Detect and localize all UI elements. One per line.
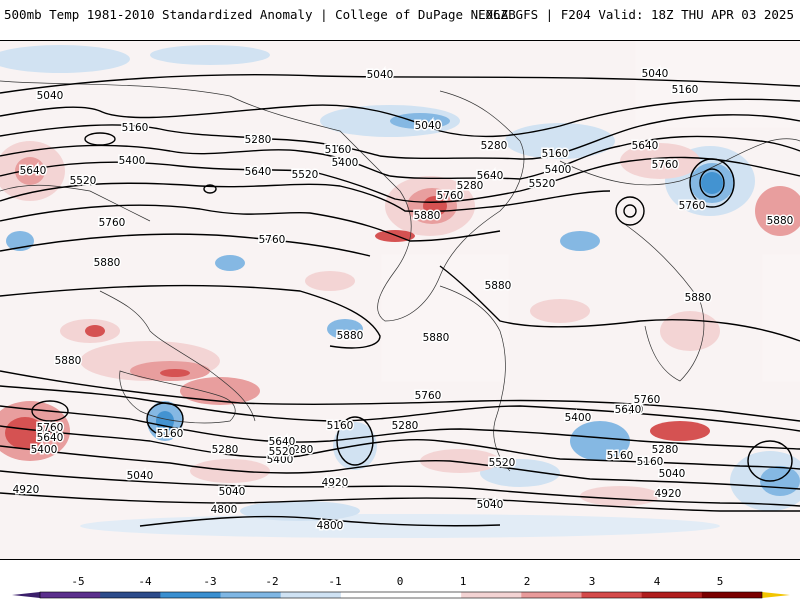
colorbar-tick-label: 1: [460, 575, 467, 588]
contour-label: 4920: [322, 477, 349, 489]
colorbar-segment: [220, 592, 282, 598]
contour-label: 5280: [652, 444, 679, 456]
contour-label: 5880: [337, 330, 364, 342]
contour-label: 5040: [367, 69, 394, 81]
contour-label: 4800: [317, 520, 344, 532]
contour-label: 5760: [259, 234, 286, 246]
colorbar-segment: [521, 592, 582, 598]
contour-label: 5040: [37, 90, 64, 102]
contour-label: 5280: [392, 420, 419, 432]
colorbar: -5 -4 -3 -2 -1 0 1 2 3 4 5: [0, 560, 800, 600]
continent-outlines: [0, 80, 800, 472]
contour-label: 5880: [685, 292, 712, 304]
contour-label: 5640: [20, 165, 47, 177]
contour-label: 5880: [767, 215, 794, 227]
contour-label: 5880: [414, 210, 441, 222]
contour-label: 5160: [607, 450, 634, 462]
colorbar-segment: [641, 592, 703, 598]
contour-label: 5160: [637, 456, 664, 468]
contour-label: 5880: [94, 257, 121, 269]
contour-label: 5760: [37, 422, 64, 434]
colorbar-segment: [340, 592, 402, 598]
height-contours: [0, 73, 800, 527]
colorbar-segment: [581, 592, 643, 598]
contour-label: 5640: [617, 404, 644, 416]
contour-label: 5040: [127, 470, 154, 482]
contour-label: 5280: [287, 444, 314, 456]
run-valid-time: 06Z GFS | F204 Valid: 18Z THU APR 03 202…: [485, 7, 794, 22]
contour-label: 5640: [269, 436, 296, 448]
colorbar-max-arrow: [762, 592, 790, 598]
contour-label: 5760: [437, 190, 464, 202]
colorbar-tick-label: 5: [717, 575, 724, 588]
contour-label: 5760: [679, 200, 706, 212]
contour-label: 5160: [327, 420, 354, 432]
contour-label: 5520: [529, 178, 556, 190]
contour-label: 4920: [13, 484, 40, 496]
contour-label: 5400: [119, 155, 146, 167]
contour-label: 5280: [245, 134, 272, 146]
contour-label: 5400: [332, 157, 359, 169]
contour-label: 5520: [269, 446, 296, 458]
contour-label: 5280: [481, 140, 508, 152]
colorbar-min-arrow: [12, 592, 40, 598]
colorbar-tick-label: -2: [265, 575, 278, 588]
contour-label: 5880: [55, 355, 82, 367]
contour-label: 5640: [245, 166, 272, 178]
map-panel: 5040 5040 5040 5040 5160 5160 5160 5160 5280 5280…: [0, 40, 800, 560]
anomaly-shading: [0, 41, 800, 559]
colorbar-tick-label: -1: [328, 575, 341, 588]
contour-label: 5760: [652, 159, 679, 171]
contour-label: 5760: [634, 394, 661, 406]
colorbar-segment: [461, 592, 522, 598]
contour-label: 5400: [545, 164, 572, 176]
contour-label: 5160: [672, 84, 699, 96]
colorbar-segment: [40, 592, 101, 598]
contour-label: 5040: [219, 486, 246, 498]
contour-label: 5160: [157, 428, 184, 440]
colorbar-tick-label: -4: [138, 575, 152, 588]
contour-label: 5400: [565, 412, 592, 424]
colorbar-segment: [100, 592, 161, 598]
contour-label: 5520: [70, 175, 97, 187]
contour-label: 5040: [415, 120, 442, 132]
contour-label: 5400: [267, 454, 294, 466]
contour-label: 5640: [477, 170, 504, 182]
contour-label: 5280: [212, 444, 239, 456]
contour-label: 5040: [477, 499, 504, 511]
colorbar-tick-label: -5: [71, 575, 84, 588]
contour-label: 5160: [122, 122, 149, 134]
contour-label: 5400: [31, 444, 58, 456]
contour-label: 5520: [489, 457, 516, 469]
contour-label: 5280: [457, 180, 484, 192]
contour-label: 5760: [99, 217, 126, 229]
contour-label: 4920: [655, 488, 682, 500]
colorbar-segment: [280, 592, 342, 598]
contour-label: 5880: [423, 332, 450, 344]
contour-label: 4800: [211, 504, 238, 516]
colorbar-segment: [701, 592, 763, 598]
colorbar-segment: [160, 592, 221, 598]
contour-label: 5640: [632, 140, 659, 152]
colorbar-tick-label: 3: [589, 575, 596, 588]
colorbar-svg: -5 -4 -3 -2 -1 0 1 2 3 4 5: [12, 575, 790, 599]
contour-label: 5160: [325, 144, 352, 156]
contour-label: 5640: [615, 404, 642, 416]
colorbar-tick-label: 2: [524, 575, 531, 588]
contour-label: 5040: [642, 68, 669, 80]
header: 500mb Temp 1981-2010 Standardized Anomal…: [0, 0, 800, 30]
contour-label: 5760: [415, 390, 442, 402]
contour-label: 5640: [37, 432, 64, 444]
colorbar-tick-label: 4: [654, 575, 661, 588]
contour-label: 5040: [659, 468, 686, 480]
colorbar-segment: [401, 592, 462, 598]
contour-label: 5880: [485, 280, 512, 292]
contour-label: 5160: [542, 148, 569, 160]
product-title: 500mb Temp 1981-2010 Standardized Anomal…: [4, 7, 516, 22]
colorbar-tick-label: 0: [397, 575, 404, 588]
contour-label: 5520: [292, 169, 319, 181]
colorbar-tick-label: -3: [203, 575, 216, 588]
